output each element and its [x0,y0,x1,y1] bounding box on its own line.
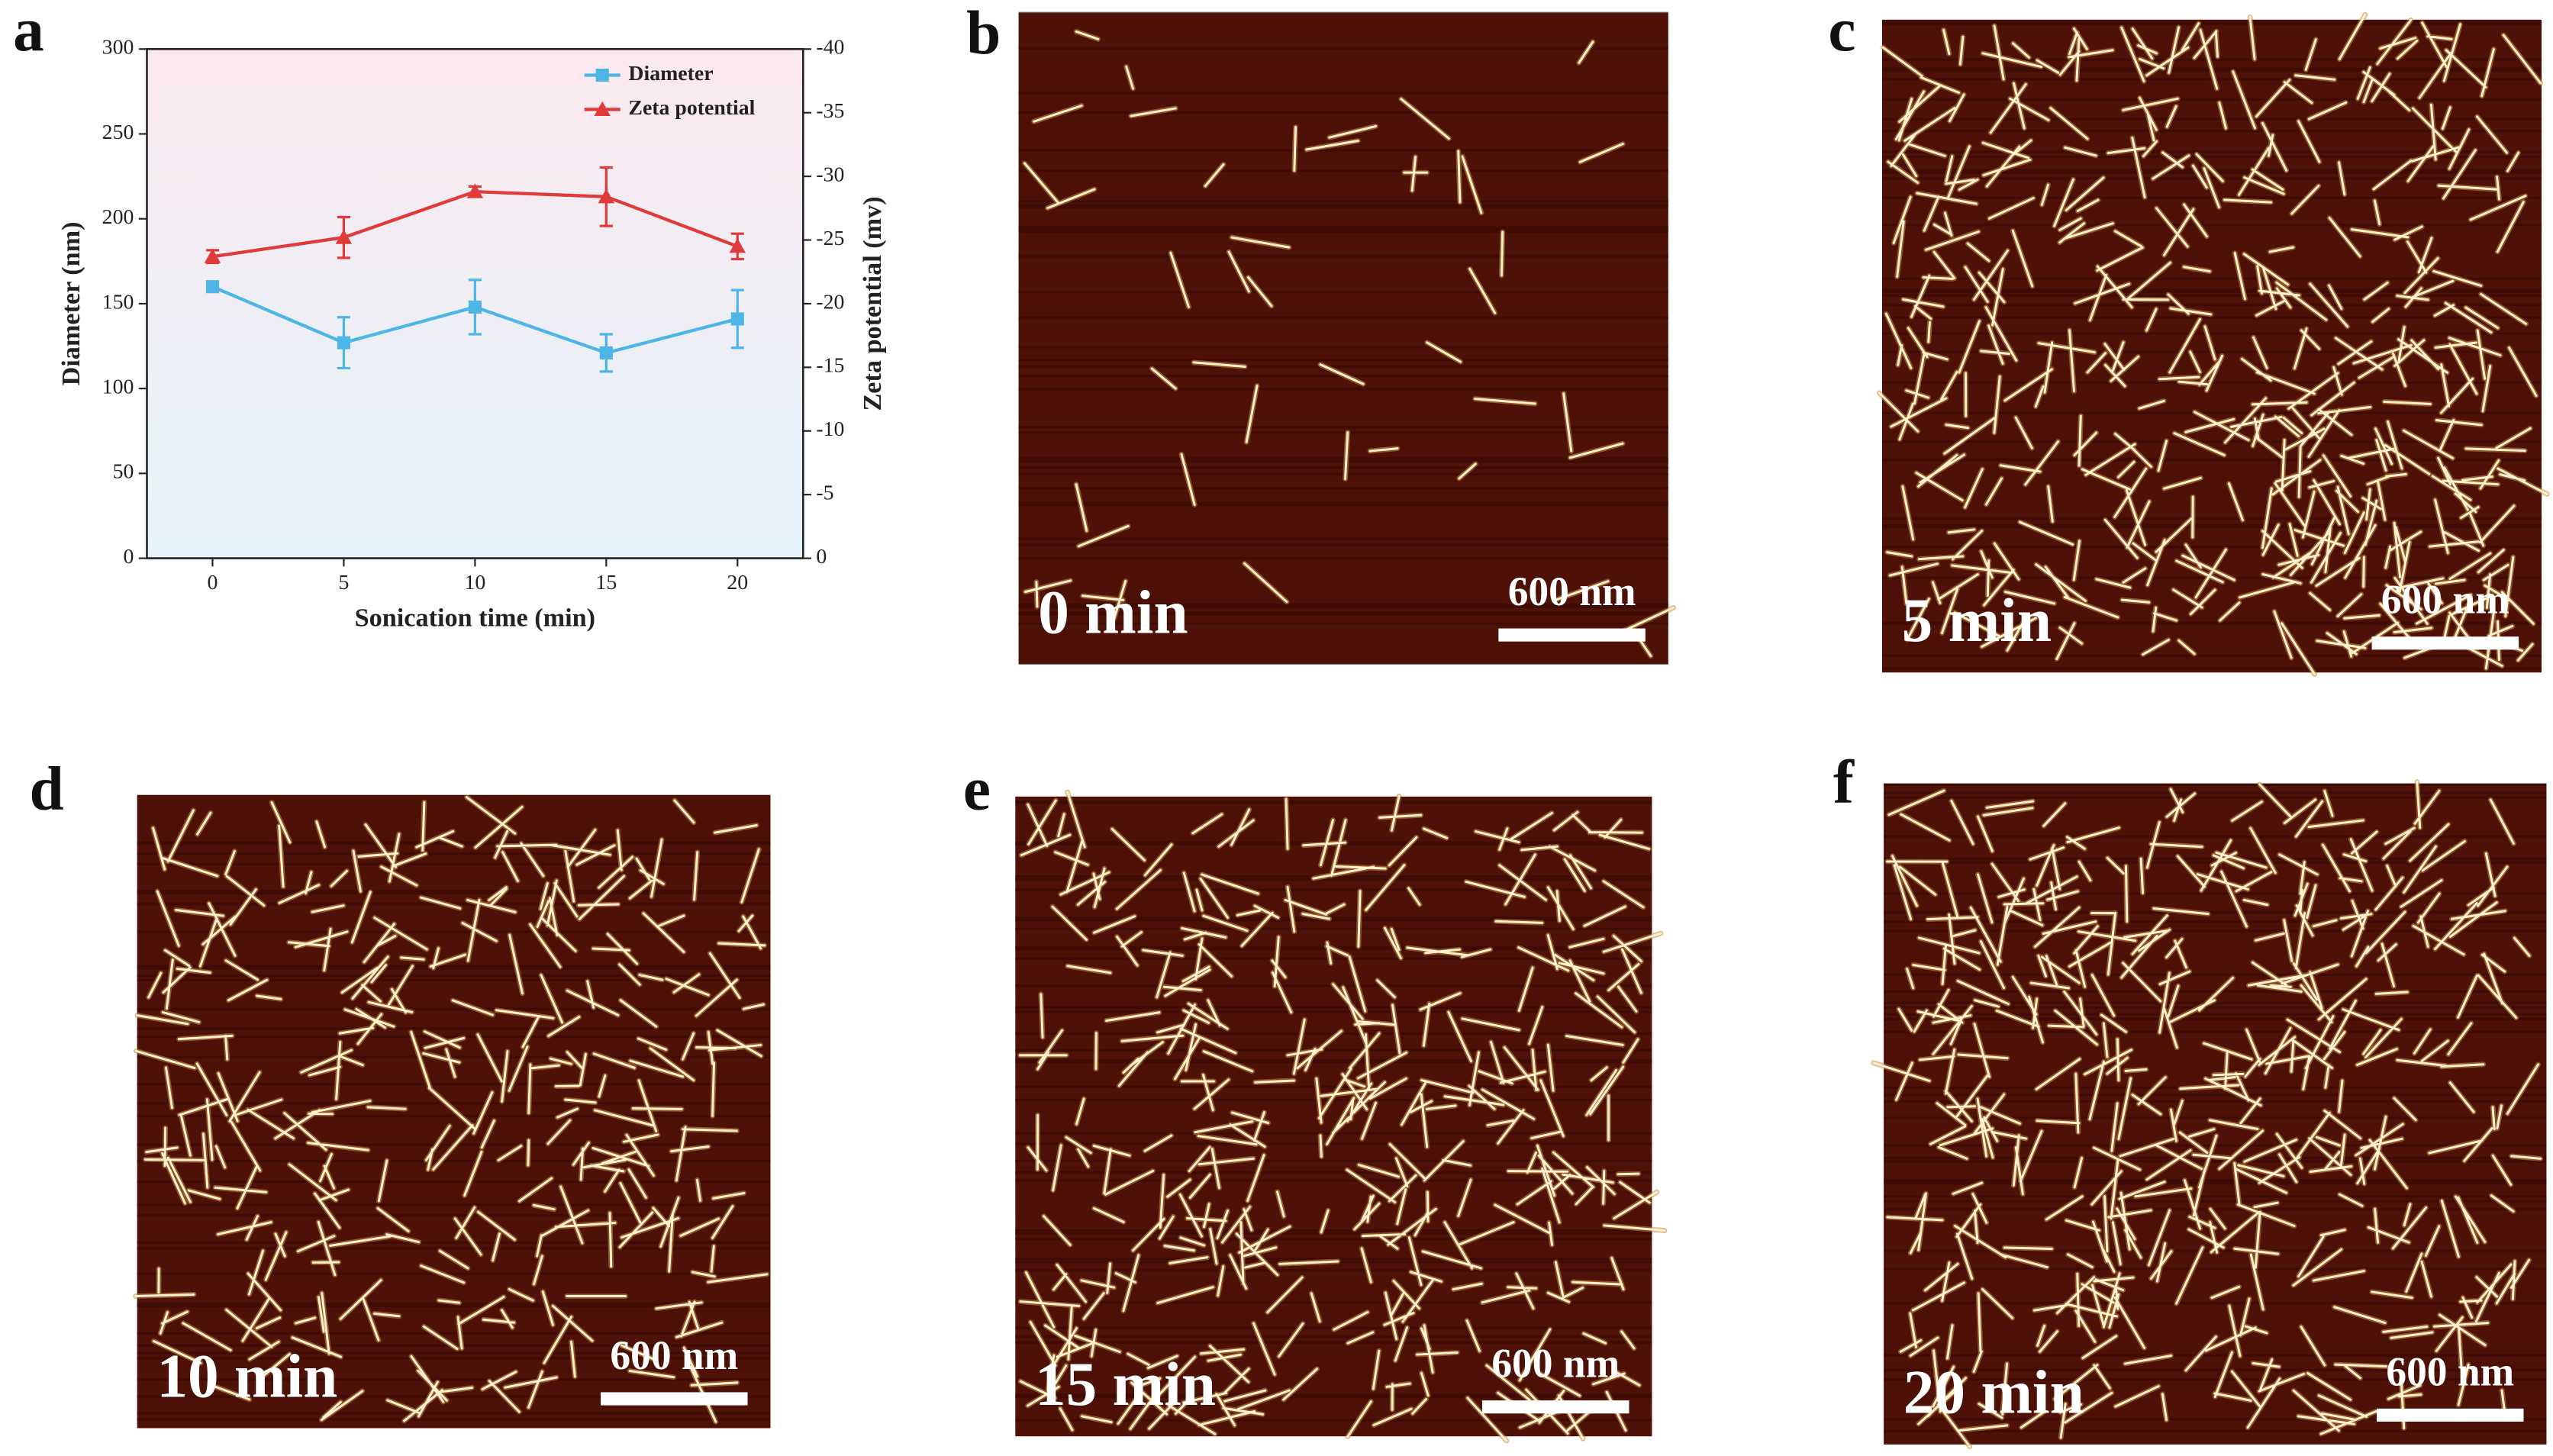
scale-label: 600 nm [1508,569,1636,614]
panel-letter: f [1833,748,1855,817]
scale-label: 600 nm [610,1332,738,1378]
y-axis-label: Diameter (nm) [57,221,85,385]
y-tick-label: 100 [102,375,134,399]
y-tick-label: 250 [102,121,134,144]
afm-fibers [1878,13,2548,676]
afm-fibers [1019,791,1666,1442]
panel-letter: b [966,0,1001,67]
afm-fibers [1872,781,2542,1448]
afm-image [1876,11,2550,678]
time-label: 20 min [1903,1358,2084,1427]
legend-marker [595,68,609,82]
data-point [729,238,746,253]
afm-image [1018,11,1676,665]
afm-image [1015,789,1668,1444]
y-tick-label: 300 [102,36,134,60]
data-point [205,280,220,294]
x-tick-label: 10 [464,571,485,594]
y-tick-label: 200 [102,205,134,229]
panel-letter: c [1828,0,1855,64]
data-point [335,229,353,244]
y2-tick-label: -40 [816,36,844,60]
panel-letter: d [29,754,63,823]
afm-background [1018,13,1668,665]
data-point [598,188,615,204]
y-tick-label: 150 [102,290,134,314]
y2-tick-label: -15 [816,354,844,378]
x-tick-label: 20 [727,571,748,594]
x-tick-label: 15 [595,571,617,594]
scale-label: 600 nm [1491,1341,1620,1387]
scale-bar [1498,628,1646,642]
data-point [468,300,482,314]
afm-image [133,794,771,1429]
x-axis-label: Sonication time (min) [355,604,595,633]
afm-image [1871,779,2547,1449]
y2-tick-label: -25 [816,227,844,250]
data-point [204,248,221,263]
time-label: 5 min [1902,586,2052,655]
afm-streaks [1881,21,2542,670]
scale-bar [1481,1400,1629,1414]
scale-bar [601,1392,748,1406]
legend-label: Zeta potential [628,96,755,120]
time-label: 15 min [1035,1350,1216,1419]
afm-streaks [1018,11,1668,625]
y2-tick-label: -20 [816,290,844,314]
y2-tick-label: -30 [816,163,844,186]
panel-letter: a [13,0,44,64]
time-label: 0 min [1038,578,1188,646]
afm-fibers [1023,30,1675,658]
scale-label: 600 nm [2386,1348,2514,1394]
x-tick-label: 5 [338,571,349,594]
scale-bar [2377,1408,2524,1422]
data-point [466,183,484,198]
y-tick-label: 50 [113,460,134,484]
y2-tick-label: -5 [816,482,833,505]
legend-marker [594,101,611,116]
x-tick-label: 0 [208,571,218,594]
panel-letter: e [963,754,991,823]
data-point [730,312,744,326]
y2-tick-label: -35 [816,99,844,123]
y2-axis-label: Zeta potential (mv) [859,196,887,411]
scale-label: 600 nm [2381,577,2509,623]
y-tick-label: 0 [123,545,134,569]
y2-tick-label: -10 [816,417,844,441]
y2-tick-label: 0 [816,545,827,569]
data-point [599,346,613,359]
time-label: 10 min [156,1342,337,1410]
data-point [337,336,350,350]
scale-bar [2371,636,2519,650]
legend-label: Diameter [628,62,713,85]
